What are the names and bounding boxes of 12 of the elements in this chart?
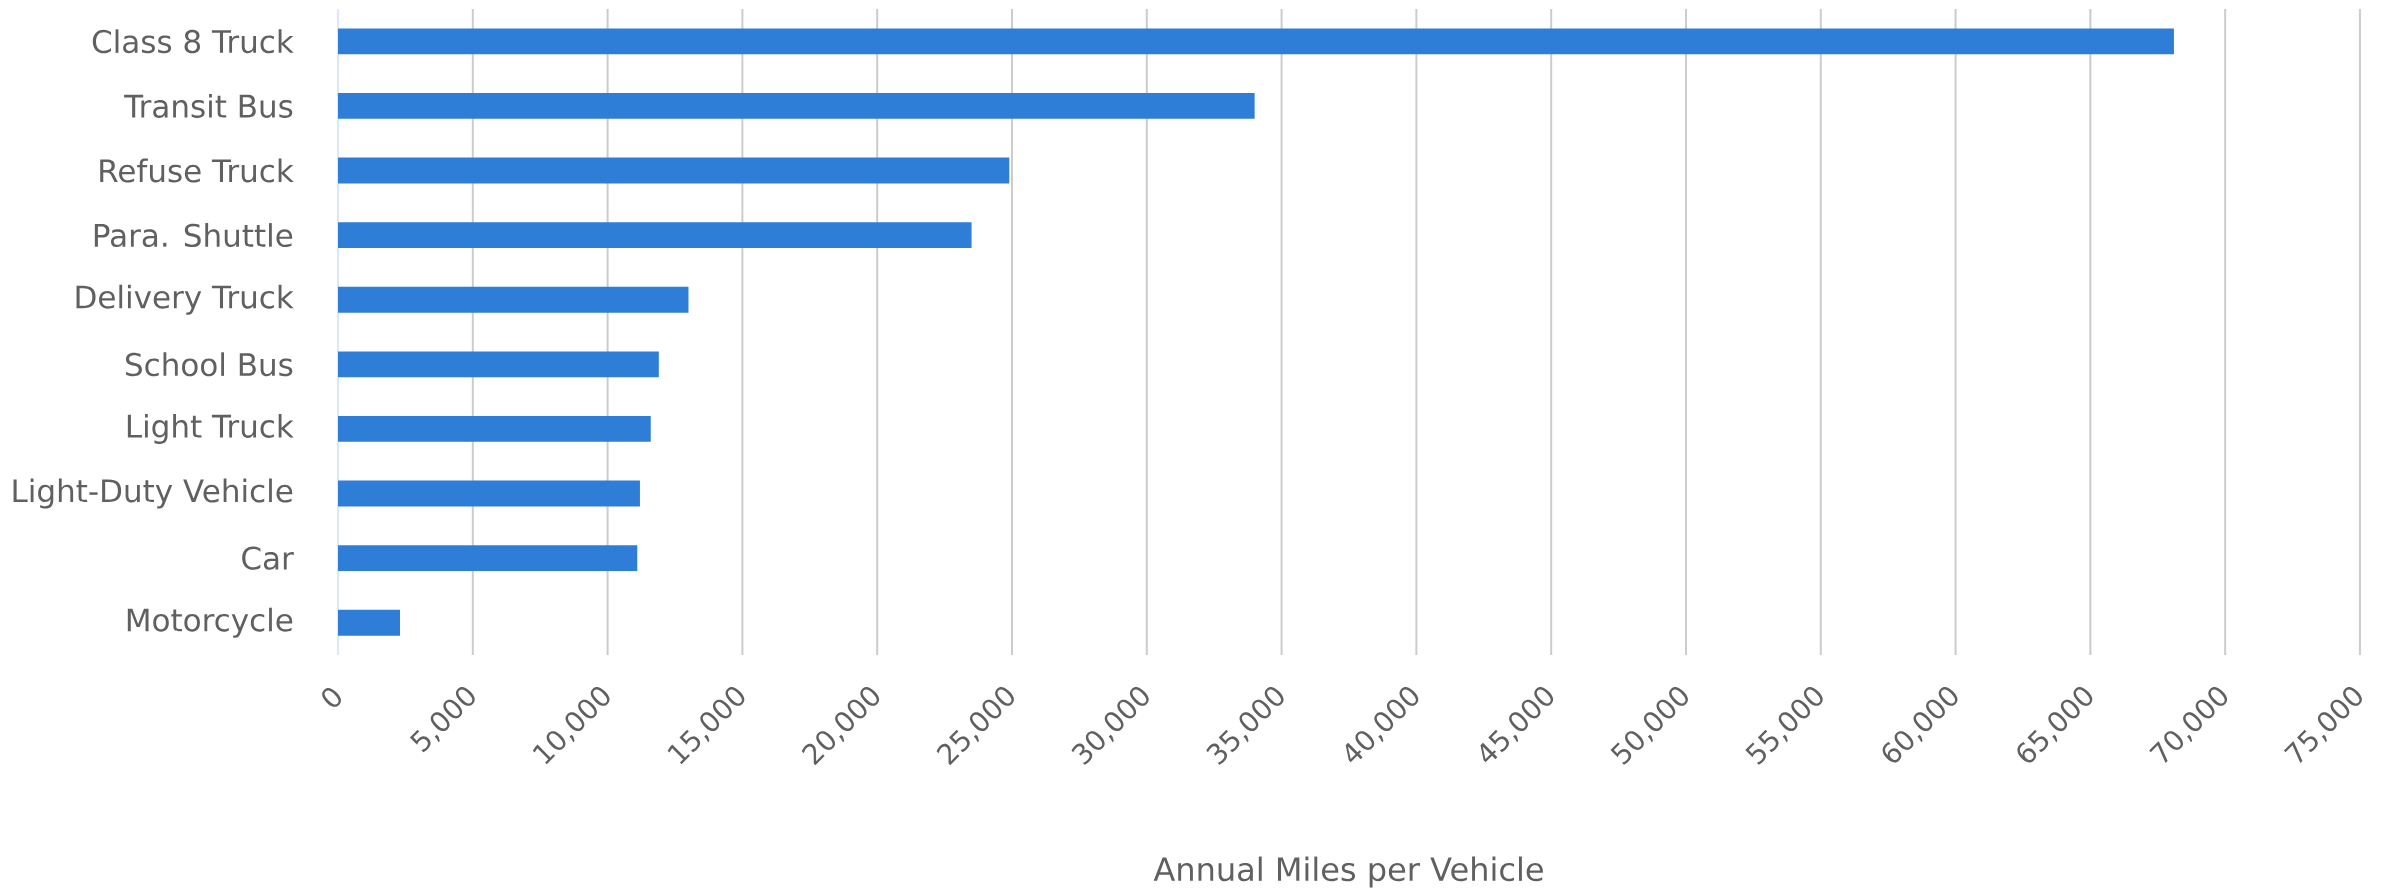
y-tick-label: Refuse Truck [100, 158, 294, 183]
y-tick-label: Motorcycle [127, 607, 293, 638]
x-tick-label: 0 [322, 688, 341, 707]
y-tick-label: Para. Shuttle [94, 223, 293, 248]
y-tick-label: Class 8 Truck [92, 29, 294, 54]
y-tick-label: Light Truck [127, 413, 294, 444]
y-tick-label: Delivery Truck [76, 284, 294, 315]
x-axis-title: Annual Miles per Vehicle [1153, 856, 1543, 888]
y-tick-label: Transit Bus [124, 93, 293, 118]
y-tick-label: Car [242, 546, 294, 570]
y-tick-label: Light-Duty Vehicle [13, 478, 293, 509]
y-tick-label: School Bus [126, 352, 293, 377]
